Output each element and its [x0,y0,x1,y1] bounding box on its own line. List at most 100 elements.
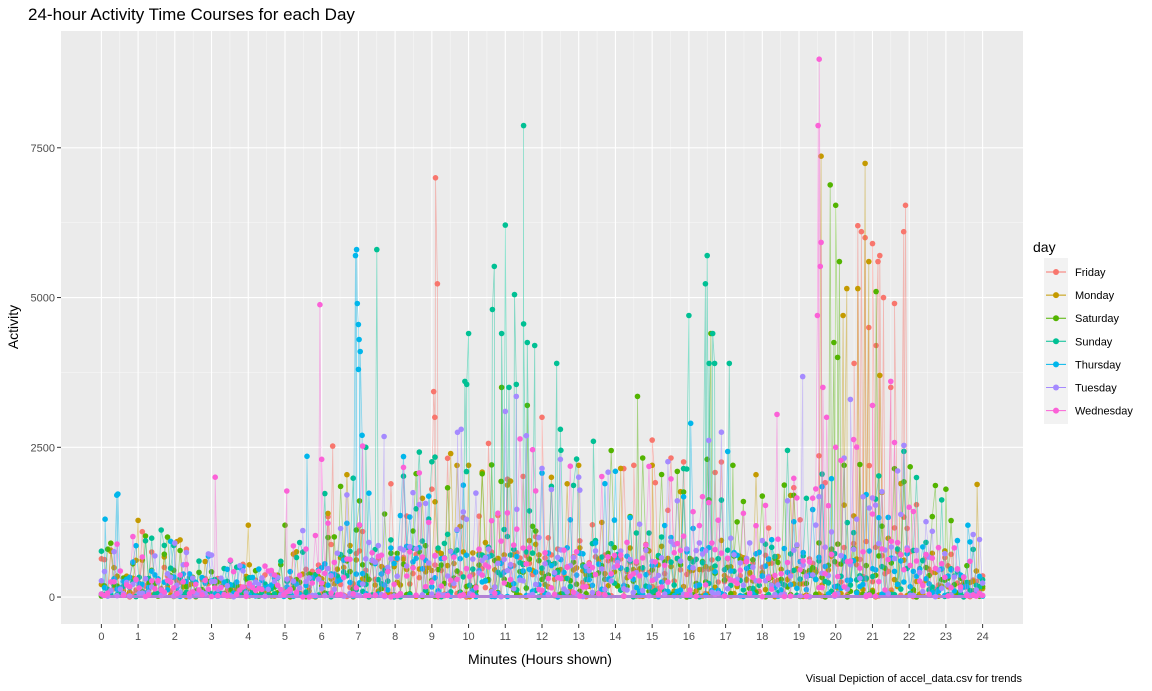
data-point [750,557,756,563]
data-point [454,547,460,553]
x-tick-label: 22 [903,631,915,643]
data-point [724,585,731,592]
data-point [416,449,423,455]
data-point [429,567,435,574]
data-point [444,455,451,462]
data-point [608,447,614,454]
data-point [303,589,309,595]
data-point [850,436,857,443]
data-point [514,553,520,560]
data-point [454,429,461,436]
data-point [592,548,599,554]
data-point [435,566,441,573]
data-point [605,469,611,476]
data-point [296,539,303,546]
data-point [869,240,876,247]
data-point [611,552,618,559]
data-point [303,582,309,589]
data-point [429,486,435,493]
data-point [718,497,725,503]
data-point [954,537,961,544]
data-point [463,552,470,558]
data-point [148,535,155,541]
data-point [287,586,294,592]
data-point [709,557,715,563]
data-point [101,568,108,575]
data-point [381,592,388,599]
data-point [863,575,869,581]
data-point [709,540,715,546]
data-point [696,582,703,588]
data-point [575,462,582,469]
data-point [444,573,451,579]
data-point [634,393,641,400]
data-point [668,534,674,541]
data-point [152,553,158,559]
data-point [828,546,835,552]
data-point [520,122,527,129]
data-point [573,572,580,578]
data-point [816,56,822,62]
data-point [938,560,945,567]
data-point [737,572,744,579]
data-point [863,562,869,569]
data-point [976,573,983,580]
data-point [366,592,372,599]
data-point [507,561,514,568]
data-point [954,566,961,572]
data-point [781,593,788,600]
data-point [658,534,665,540]
data-point [816,493,822,500]
data-point [284,576,290,582]
data-point [605,554,611,560]
data-point [696,540,703,546]
data-point [293,554,300,561]
legend-label: Sunday [1075,336,1113,348]
data-point [492,584,498,590]
legend-title: day [1033,239,1056,255]
data-point [394,550,401,557]
data-point [680,494,687,500]
data-point [454,568,460,574]
data-point [570,554,577,561]
data-point [834,354,841,361]
data-point [687,587,693,593]
data-point [551,591,558,598]
data-point [293,589,300,596]
data-point [394,573,401,579]
data-point [712,469,718,476]
data-point [784,559,791,566]
data-point [573,565,580,571]
data-point [564,481,570,487]
data-point [718,459,725,465]
data-point [482,554,489,561]
x-tick-label: 6 [319,631,325,643]
data-point [573,456,580,462]
data-point [800,558,806,564]
data-point [558,575,564,582]
data-point [967,558,973,565]
data-point [873,288,879,295]
data-point [910,508,917,515]
data-point [844,519,851,526]
data-point [430,388,437,395]
data-point [337,483,344,490]
data-point [233,579,240,585]
data-point [855,285,861,292]
data-point [929,528,936,535]
data-point [841,502,847,508]
data-point [539,569,545,576]
data-point [309,580,316,586]
data-point [979,592,986,599]
data-point [702,281,709,287]
data-point [315,568,322,575]
data-point [862,160,868,167]
data-point [888,544,895,550]
data-point [296,585,303,591]
data-point [397,590,404,597]
x-tick-label: 10 [462,631,474,643]
data-point [388,537,394,543]
data-point [331,586,338,593]
data-point [627,514,633,521]
data-point [920,544,926,550]
